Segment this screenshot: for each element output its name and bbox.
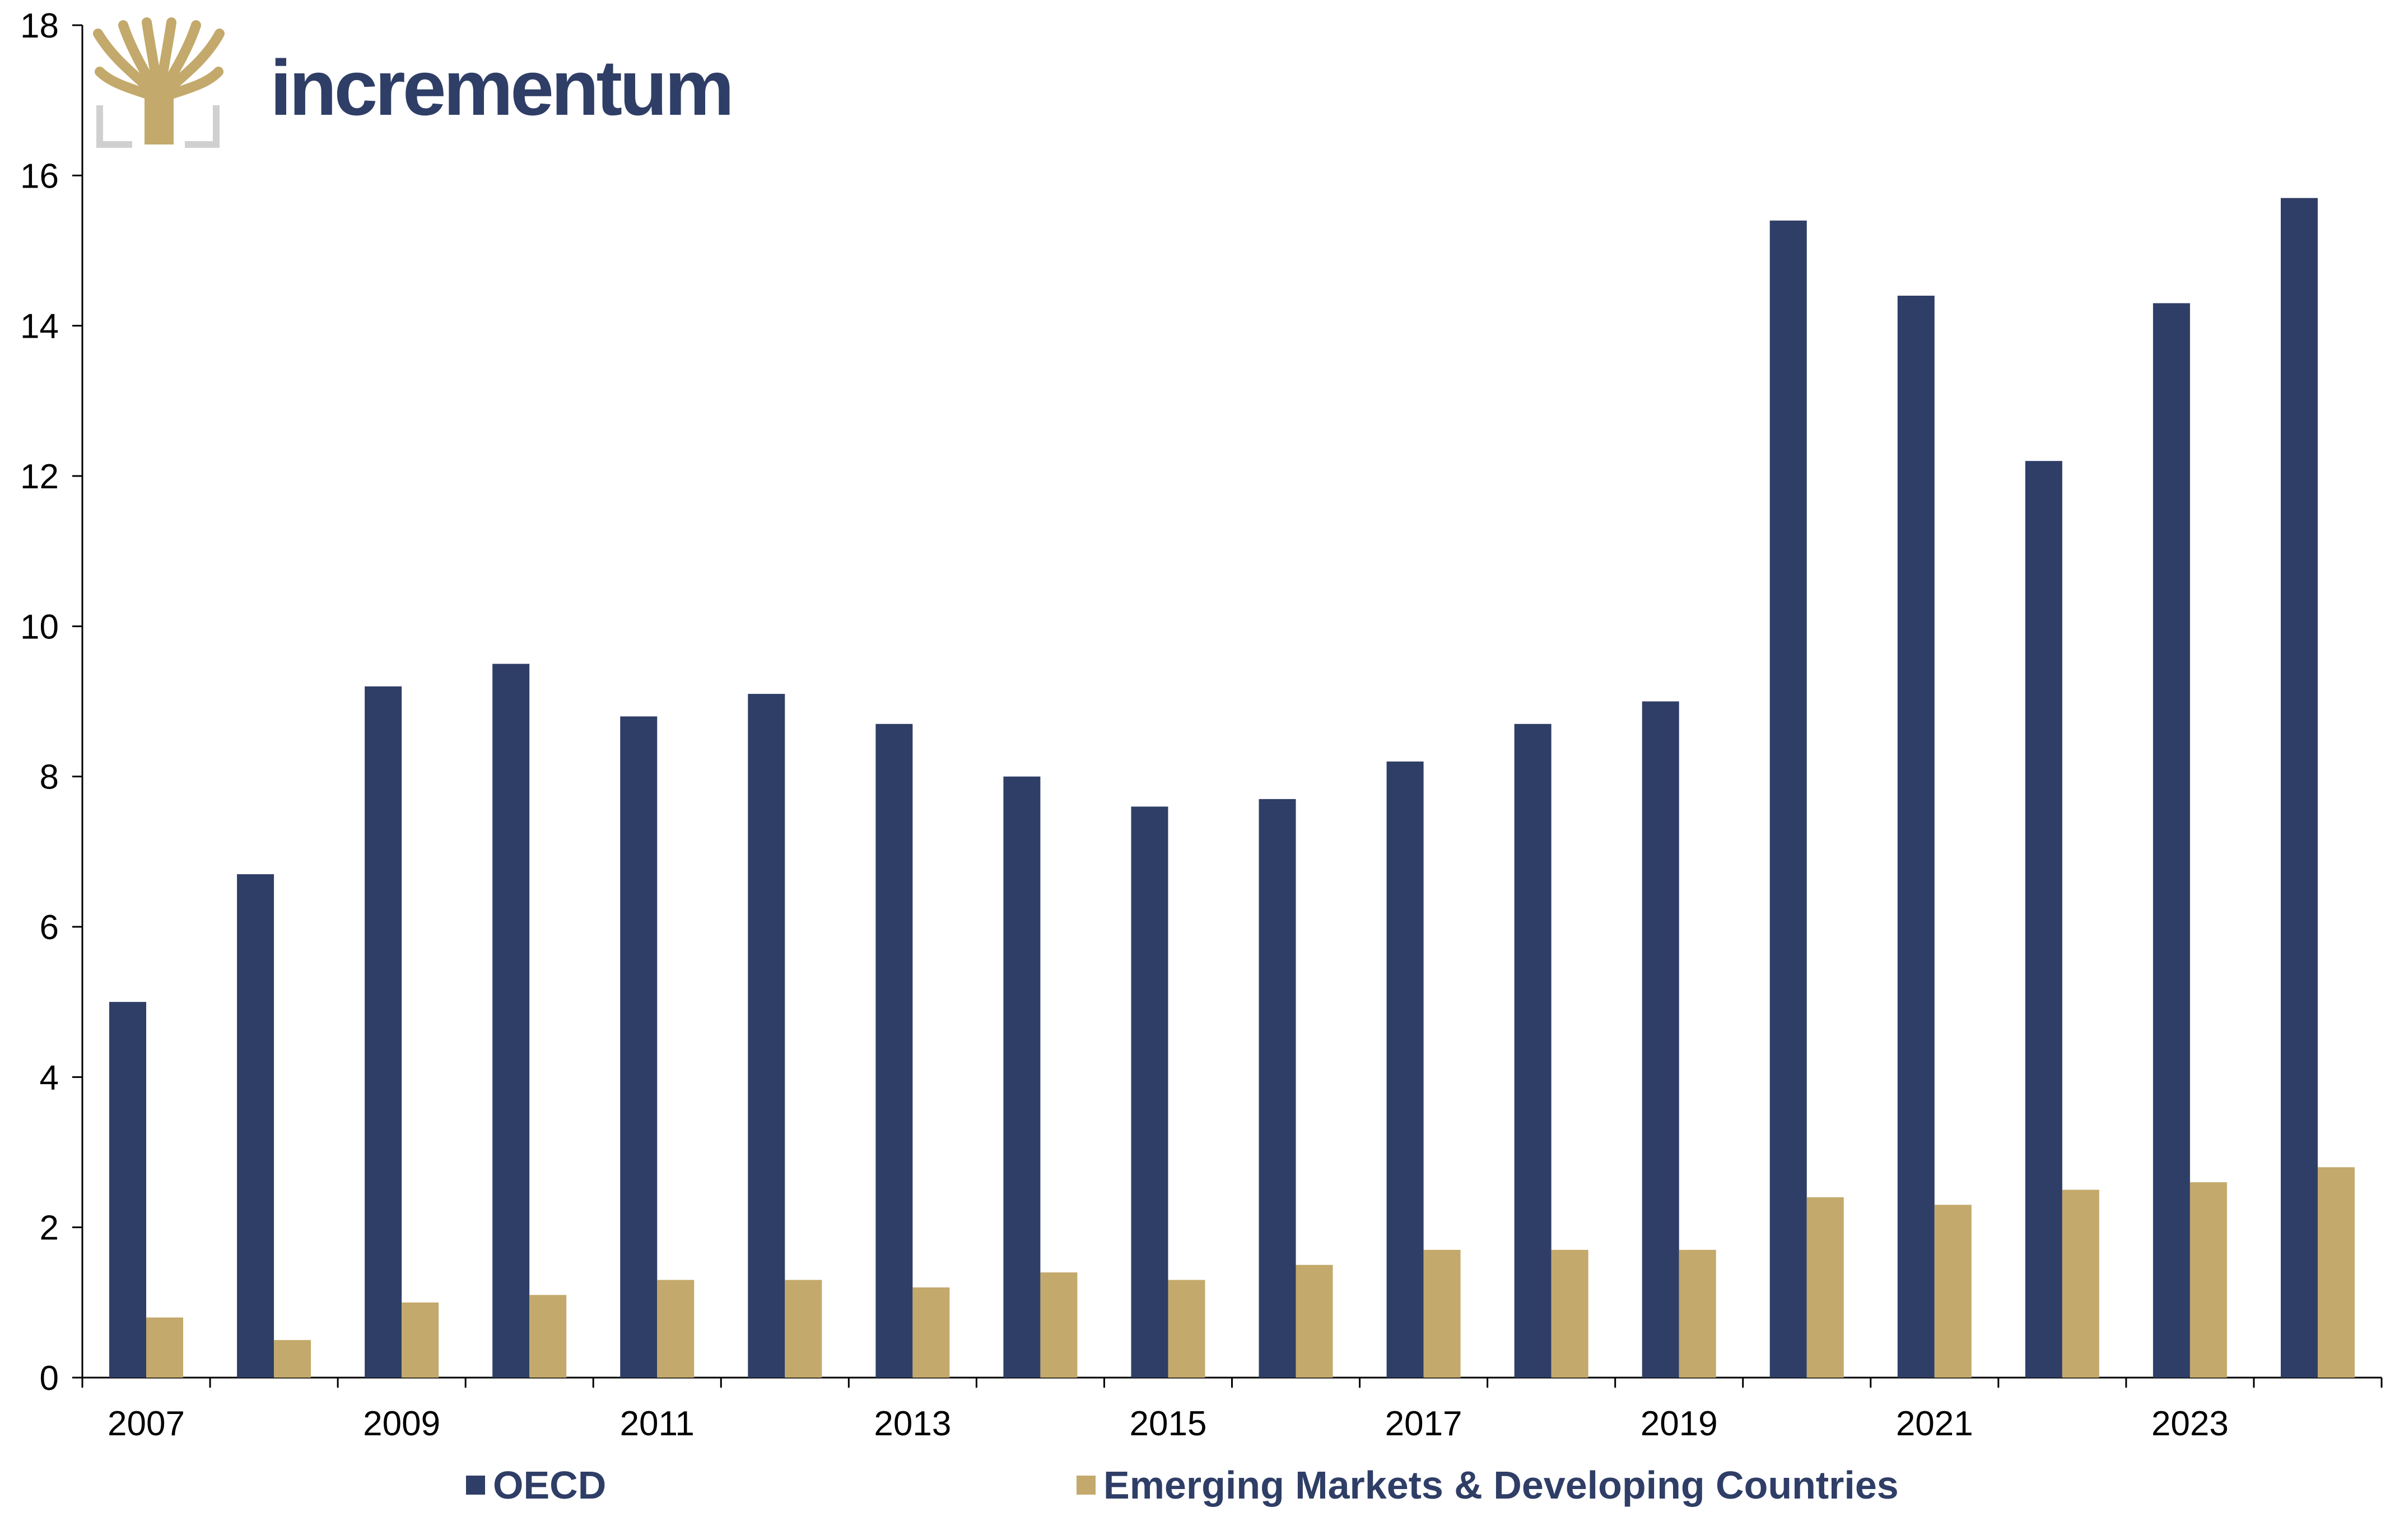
bar-oecd-2024 [2280, 198, 2318, 1378]
bar-emerging-markets-2018 [1551, 1249, 1588, 1378]
x-tick-label: 2021 [1896, 1404, 1973, 1443]
bar-emerging-markets-2023 [2189, 1182, 2227, 1378]
y-tick-label: 2 [40, 1209, 59, 1248]
y-tick-label: 12 [20, 458, 59, 496]
y-tick-label: 6 [40, 908, 59, 947]
bar-oecd-2008 [237, 874, 274, 1378]
x-tick-label: 2019 [1641, 1404, 1718, 1443]
bar-oecd-2007 [109, 1002, 147, 1378]
chart-axes [72, 24, 2383, 1388]
y-tick-label: 4 [40, 1058, 59, 1097]
bar-oecd-2014 [1003, 776, 1041, 1378]
bar-oecd-2013 [875, 724, 913, 1378]
x-tick-label: 2015 [1130, 1404, 1207, 1443]
bar-emerging-markets-2017 [1423, 1249, 1461, 1378]
x-tick-label: 2013 [874, 1404, 951, 1443]
legend-emerging-markets: Emerging Markets & Developing Countries [1077, 1463, 1899, 1508]
y-tick-label: 16 [20, 157, 59, 195]
bar-emerging-markets-2016 [1296, 1264, 1333, 1378]
legend-oecd: OECD [466, 1463, 606, 1508]
y-tick-label: 0 [40, 1359, 59, 1398]
bar-oecd-2016 [1259, 799, 1296, 1378]
bar-emerging-markets-2014 [1040, 1272, 1078, 1378]
legend-label-oecd: OECD [493, 1463, 607, 1507]
x-tick-label: 2007 [108, 1404, 185, 1443]
bar-emerging-markets-2012 [785, 1280, 822, 1378]
legend-swatch-oecd [466, 1476, 485, 1495]
bar-oecd-2015 [1131, 806, 1168, 1378]
bar-oecd-2022 [2025, 461, 2062, 1378]
legend-swatch-emerging-markets [1077, 1476, 1096, 1495]
bar-oecd-2017 [1386, 761, 1424, 1378]
bar-oecd-2020 [1769, 220, 1807, 1378]
x-tick-label: 2023 [2151, 1404, 2229, 1443]
y-tick-label: 18 [20, 7, 59, 45]
bar-emerging-markets-2019 [1679, 1249, 1716, 1378]
bar-emerging-markets-2024 [2317, 1167, 2355, 1378]
tree-icon [93, 17, 225, 144]
chart-bars [109, 198, 2355, 1378]
bar-emerging-markets-2008 [274, 1340, 311, 1378]
bar-emerging-markets-2010 [529, 1295, 567, 1378]
legend-label-emerging-markets: Emerging Markets & Developing Countries [1103, 1463, 1899, 1507]
x-tick-label: 2009 [363, 1404, 440, 1443]
logo-frame-corner-left [96, 105, 132, 148]
bar-oecd-2019 [1642, 701, 1679, 1378]
bar-emerging-markets-2011 [657, 1280, 695, 1378]
logo-frame-corner-right [185, 105, 220, 148]
bar-emerging-markets-2020 [1806, 1197, 1844, 1378]
bar-emerging-markets-2013 [912, 1287, 950, 1378]
y-tick-label: 10 [20, 608, 59, 646]
bar-emerging-markets-2021 [1934, 1205, 1972, 1378]
bar-emerging-markets-2007 [146, 1317, 184, 1378]
bar-emerging-markets-2009 [402, 1302, 439, 1378]
bar-oecd-2011 [620, 716, 658, 1378]
logo-wordmark: incrementum [270, 44, 732, 132]
bar-oecd-2021 [1897, 296, 1935, 1378]
x-tick-label: 2011 [620, 1404, 695, 1443]
bar-oecd-2010 [492, 664, 530, 1378]
bar-oecd-2023 [2153, 303, 2190, 1378]
y-tick-label: 14 [20, 307, 59, 346]
bar-emerging-markets-2015 [1168, 1280, 1205, 1378]
y-tick-label: 8 [40, 758, 59, 797]
tree-branch-7 [154, 67, 223, 103]
bar-oecd-2009 [365, 686, 402, 1378]
incrementum-logo: incrementum [93, 17, 734, 148]
x-tick-label: 2017 [1385, 1404, 1462, 1443]
tree-trunk [145, 95, 174, 144]
bar-oecd-2018 [1514, 724, 1552, 1378]
chart-tick-labels: 0 2 4 6 8 10 12 14 16 18 2007 2009 2011 2013 2015 2017 2… [20, 7, 2229, 1443]
bar-emerging-markets-2022 [2062, 1189, 2099, 1378]
logo-frame [96, 105, 220, 148]
tree-branch-6 [95, 67, 164, 103]
bar-oecd-2012 [748, 694, 785, 1378]
